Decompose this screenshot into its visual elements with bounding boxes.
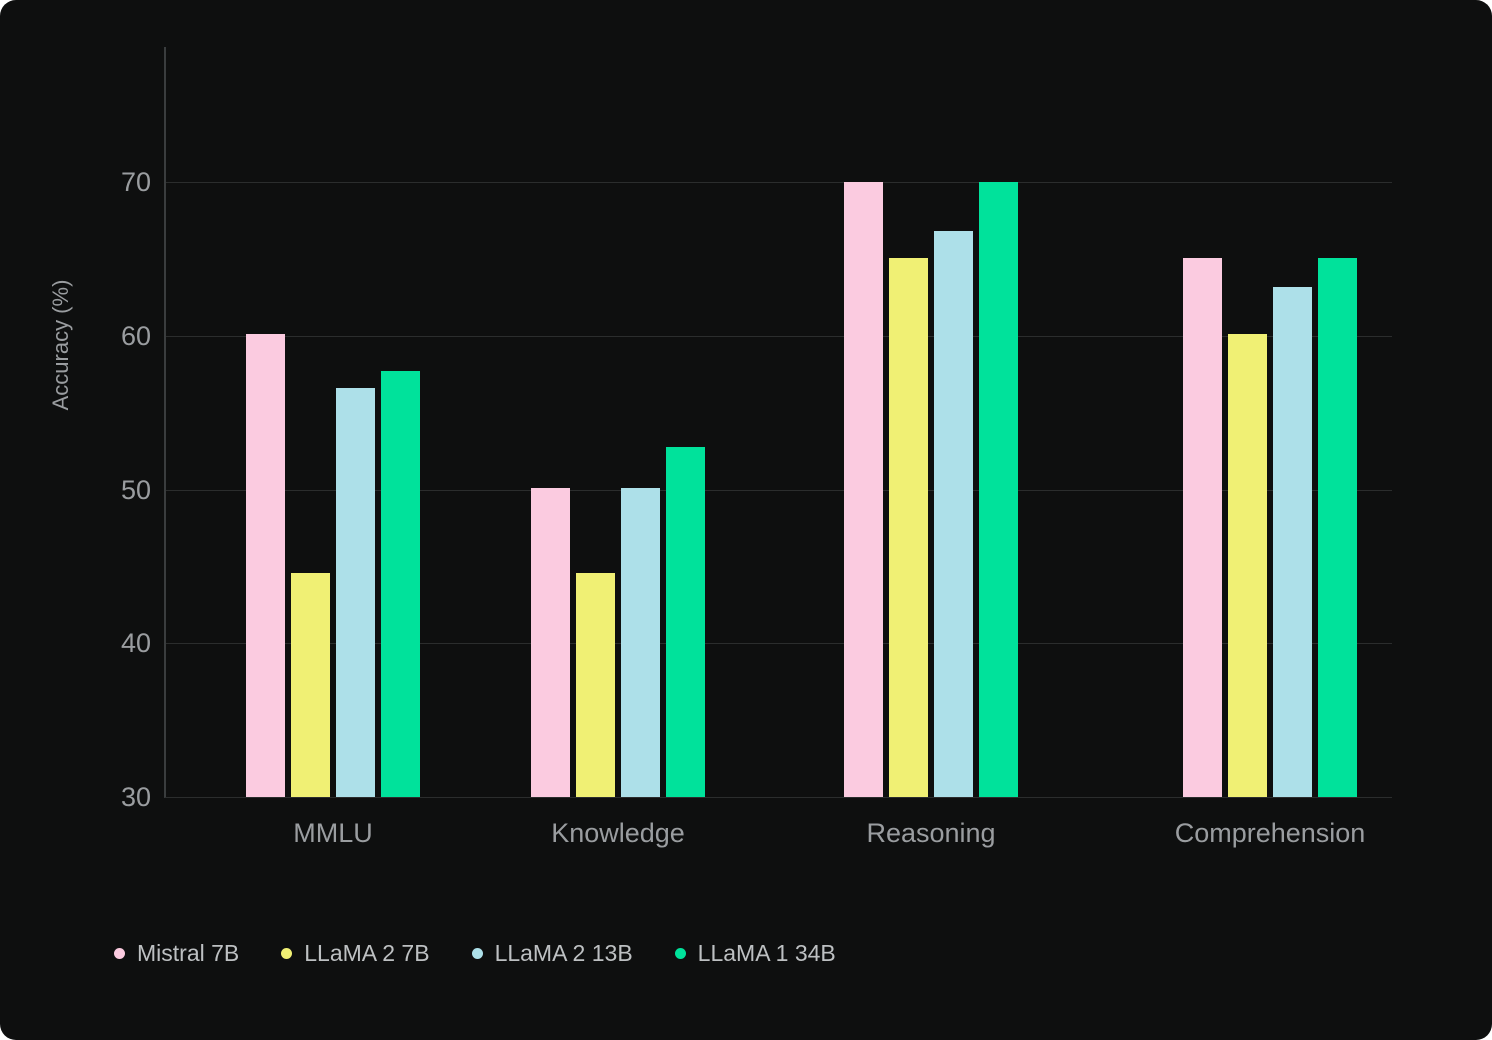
bar (934, 231, 973, 797)
bar (576, 572, 615, 797)
x-category-label: Knowledge (551, 818, 685, 848)
x-category-label: MMLU (293, 818, 373, 848)
legend-dot-icon (471, 947, 483, 959)
bar (621, 488, 660, 797)
legend-item[interactable]: Mistral 7B (114, 938, 239, 968)
bar (381, 371, 420, 797)
legend-dot-icon (674, 947, 686, 959)
legend-dot-icon (114, 947, 125, 959)
legend-item[interactable]: LLaMA 2 13B (471, 938, 633, 968)
bar (291, 572, 330, 797)
bar (666, 446, 705, 797)
bar (1228, 334, 1267, 797)
bar (336, 388, 375, 797)
gridline (166, 489, 1392, 491)
legend-item[interactable]: LLaMA 1 34B (674, 938, 836, 968)
plot-area (164, 47, 1392, 798)
gridline (166, 182, 1392, 184)
bar (1318, 257, 1357, 797)
y-tick-label: 60 (120, 320, 151, 351)
gridline (166, 643, 1392, 645)
bar (844, 182, 883, 797)
legend-item-label: LLaMA 1 34B (697, 940, 836, 966)
bar (1183, 257, 1222, 797)
y-tick-label: 30 (120, 782, 151, 812)
bar (531, 488, 570, 797)
y-tick-label: 50 (120, 474, 151, 505)
legend-dot-icon (281, 947, 293, 959)
x-category-label: Reasoning (866, 818, 996, 848)
legend-item-label: LLaMA 2 7B (304, 940, 430, 966)
bar (889, 257, 928, 797)
bar (246, 334, 285, 797)
legend-item-label: Mistral 7B (137, 940, 240, 966)
y-tick-label: 40 (120, 628, 151, 659)
legend: Mistral 7B LLaMA 2 7B LLaMA 2 13B LLaMA 1 3… (114, 938, 836, 968)
bar (1273, 286, 1312, 797)
y-tick-label: 70 (120, 167, 151, 198)
gridline (166, 335, 1392, 337)
x-category-label: Comprehension (1174, 818, 1366, 848)
legend-item-label: LLaMA 2 13B (494, 940, 633, 966)
bar (979, 182, 1018, 797)
legend-item[interactable]: LLaMA 2 7B (281, 938, 430, 968)
